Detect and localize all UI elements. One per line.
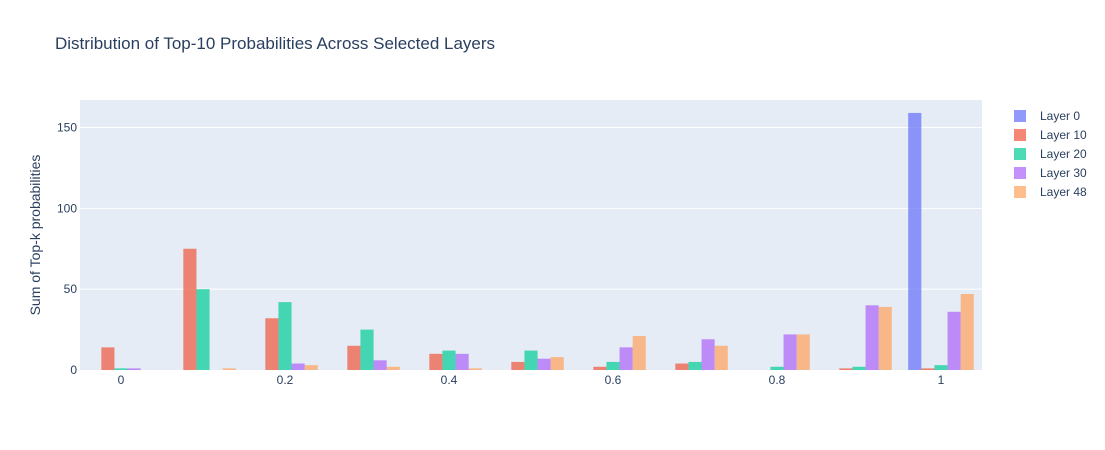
bar xyxy=(675,363,689,370)
legend-item[interactable]: Layer 10 xyxy=(1014,125,1087,144)
bar xyxy=(101,347,115,370)
legend-swatch xyxy=(1014,185,1026,198)
gridlines xyxy=(80,126,982,290)
bar xyxy=(304,365,318,370)
bar xyxy=(865,305,879,370)
bar xyxy=(908,112,922,370)
legend-label: Layer 0 xyxy=(1040,108,1081,123)
bar xyxy=(770,366,784,370)
bar xyxy=(934,365,948,370)
bar xyxy=(852,366,866,370)
legend-item[interactable]: Layer 0 xyxy=(1014,106,1087,125)
bar xyxy=(632,336,646,370)
legend-item[interactable]: Layer 30 xyxy=(1014,163,1087,182)
y-axis-title: Sum of Top-k probabilities xyxy=(27,155,43,316)
legend-label: Layer 48 xyxy=(1040,184,1087,199)
legend-label: Layer 10 xyxy=(1040,127,1087,142)
bar xyxy=(783,334,797,370)
y-tick-label: 50 xyxy=(64,282,78,296)
bar xyxy=(265,318,279,370)
legend-item[interactable]: Layer 20 xyxy=(1014,144,1087,163)
x-tick-label: 0.8 xyxy=(769,373,786,387)
bar xyxy=(455,353,469,370)
bar xyxy=(839,368,853,370)
bar xyxy=(386,366,400,370)
y-tick-label: 150 xyxy=(57,120,77,134)
bar xyxy=(688,361,702,370)
legend-item[interactable]: Layer 48 xyxy=(1014,182,1087,201)
x-tick-label: 0.6 xyxy=(605,373,622,387)
bars xyxy=(101,112,974,370)
bar xyxy=(291,363,305,370)
bar xyxy=(114,368,128,370)
y-axis-ticks: 0 50 100 150 xyxy=(57,120,77,377)
plot-background xyxy=(80,100,982,370)
bar xyxy=(701,339,715,370)
bar xyxy=(196,289,210,370)
bar xyxy=(947,311,961,370)
y-tick-label: 100 xyxy=(57,201,77,215)
bar xyxy=(537,358,551,370)
legend-swatch xyxy=(1014,166,1026,179)
legend-label: Layer 30 xyxy=(1040,165,1087,180)
bar xyxy=(360,329,374,370)
legend-label: Layer 20 xyxy=(1040,146,1087,161)
bar xyxy=(606,361,620,370)
legend-swatch xyxy=(1014,128,1026,141)
chart-title: Distribution of Top-10 Probabilities Acr… xyxy=(55,34,496,53)
bar xyxy=(714,345,728,370)
bar xyxy=(921,368,935,370)
x-axis-ticks: 0 0.2 0.4 0.6 0.8 1 xyxy=(118,373,945,387)
bar xyxy=(511,361,525,370)
bar xyxy=(796,334,810,370)
bar xyxy=(960,294,974,370)
legend-swatch xyxy=(1014,109,1026,122)
bar xyxy=(550,357,564,370)
x-tick-label: 0.4 xyxy=(441,373,458,387)
bar xyxy=(278,302,292,370)
bar xyxy=(373,360,387,370)
bar xyxy=(619,347,633,370)
bar xyxy=(222,368,236,370)
bar xyxy=(127,368,141,370)
bar xyxy=(593,366,607,370)
bar xyxy=(442,350,456,370)
x-tick-label: 0 xyxy=(118,373,125,387)
x-tick-label: 1 xyxy=(938,373,945,387)
bar xyxy=(183,248,197,370)
x-tick-label: 0.2 xyxy=(277,373,294,387)
legend-swatch xyxy=(1014,147,1026,160)
bar xyxy=(524,350,538,370)
bar xyxy=(347,345,361,370)
y-tick-label: 0 xyxy=(70,363,77,377)
bar xyxy=(429,353,443,370)
bar xyxy=(468,368,482,370)
bar xyxy=(878,306,892,370)
legend: Layer 0 Layer 10 Layer 20 Layer 30 Layer 48 xyxy=(1014,106,1087,201)
